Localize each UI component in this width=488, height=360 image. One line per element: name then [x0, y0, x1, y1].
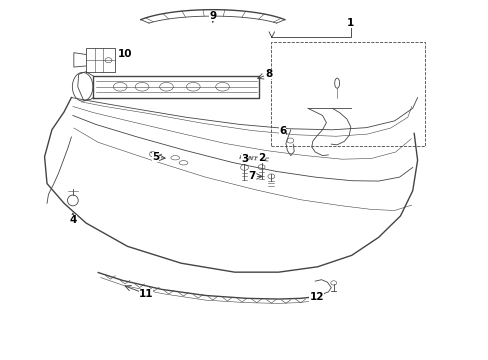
- Text: PONTIAC: PONTIAC: [238, 155, 269, 162]
- Text: 3: 3: [241, 154, 247, 164]
- Text: 11: 11: [139, 289, 153, 299]
- Text: 5: 5: [152, 152, 159, 162]
- Text: 12: 12: [309, 292, 323, 302]
- Text: 4: 4: [69, 215, 77, 225]
- Text: 1: 1: [346, 18, 354, 28]
- Text: 6: 6: [278, 126, 285, 135]
- Text: 9: 9: [209, 11, 216, 21]
- Text: 10: 10: [118, 49, 133, 59]
- Text: 2: 2: [257, 153, 264, 163]
- Text: 7: 7: [247, 171, 255, 181]
- Text: 8: 8: [264, 69, 272, 79]
